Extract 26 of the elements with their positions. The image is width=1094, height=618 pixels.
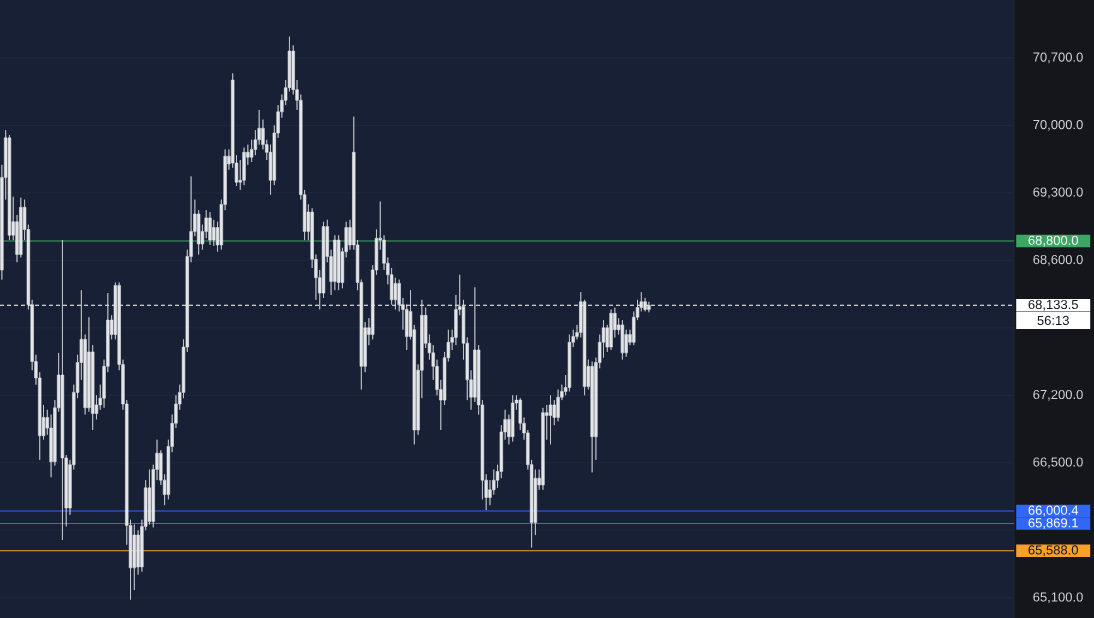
y-tick-label: 68,600.0 (1033, 254, 1083, 266)
candlestick (541, 407, 545, 491)
ref-line-label: 68,133.5 (1028, 299, 1078, 311)
y-tick-label: 67,200.0 (1033, 389, 1083, 401)
candlestick (548, 394, 553, 445)
y-tick-label: 65,100.0 (1033, 592, 1083, 604)
ref-line-label: 65,869.1 (1028, 518, 1078, 529)
candlestick (60, 239, 65, 541)
candlestick (647, 301, 651, 313)
candlestick (609, 309, 613, 351)
ref-line-label: 66,000.4 (1028, 505, 1079, 517)
y-tick-label: 70,000.0 (1033, 119, 1083, 131)
candlestick (333, 234, 337, 291)
y-tick-label: 70,700.0 (1033, 52, 1083, 64)
candlestick (7, 134, 12, 241)
candlestick (336, 234, 341, 291)
ref-line-label: 65,588.0 (1028, 545, 1079, 557)
text: 56:13 (1037, 315, 1069, 326)
candlestick (620, 319, 625, 360)
candlestick (511, 394, 515, 442)
y-tick-label: 69,300.0 (1033, 187, 1083, 199)
y-tick-label: 66,500.0 (1033, 457, 1083, 469)
candlestick (590, 361, 594, 473)
candlestick (208, 211, 212, 246)
ref-line-label: 68,800.0 (1028, 235, 1079, 247)
candlestick (242, 147, 246, 186)
